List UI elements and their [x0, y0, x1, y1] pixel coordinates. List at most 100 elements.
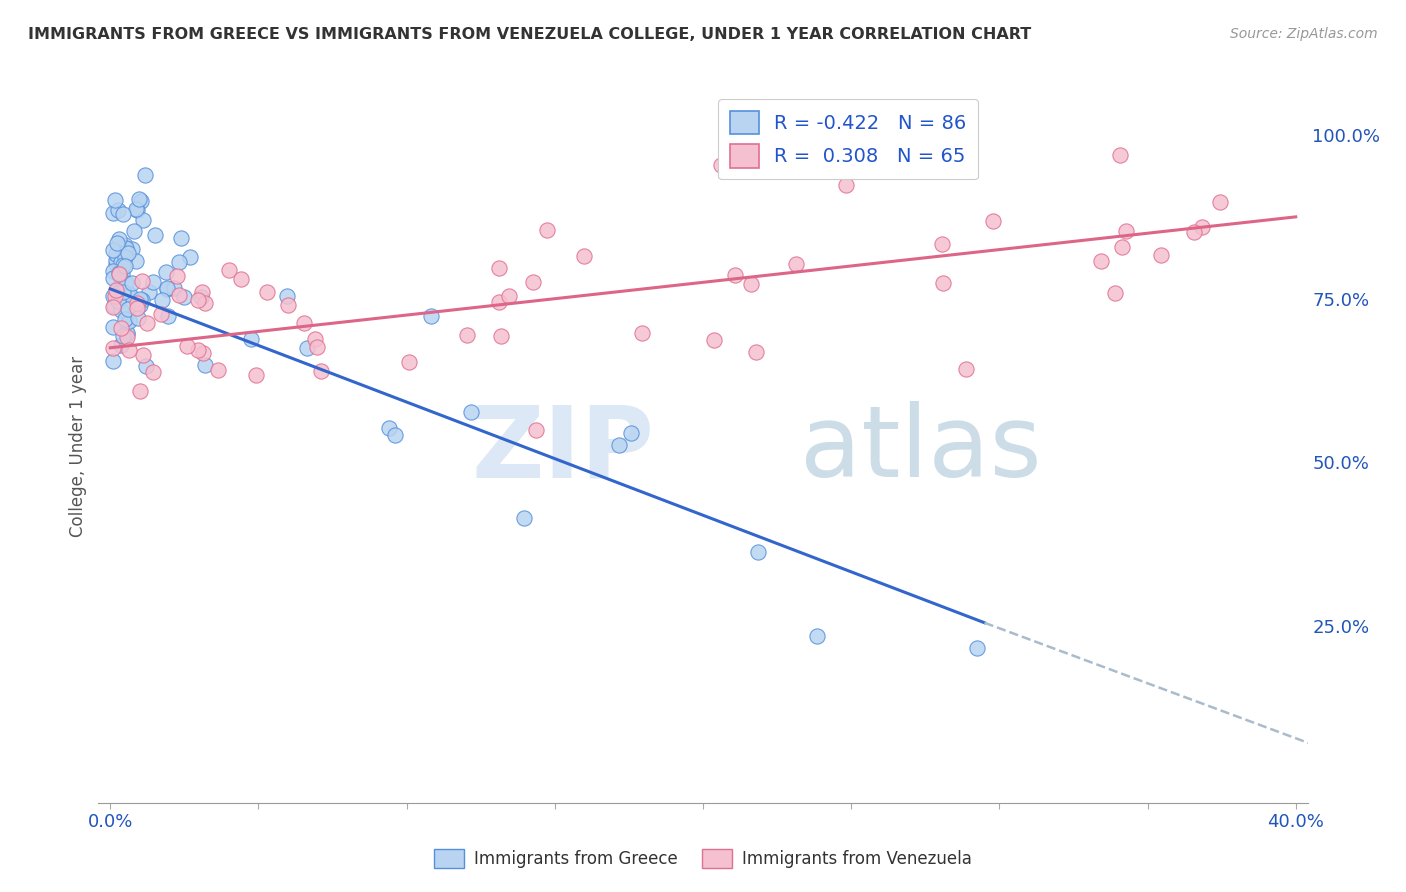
Point — [136, 317, 159, 331]
Point — [1111, 240, 1133, 254]
Point — [131, 293, 153, 307]
Point — [117, 313, 139, 327]
Point — [135, 359, 157, 374]
Point — [105, 283, 128, 297]
Point — [513, 511, 536, 525]
Point — [1209, 194, 1232, 209]
Point — [121, 276, 143, 290]
Point — [117, 301, 139, 316]
Point — [156, 281, 179, 295]
Point — [110, 302, 132, 317]
Point — [117, 246, 139, 260]
Point — [108, 232, 131, 246]
Point — [111, 267, 134, 281]
Point — [745, 344, 768, 359]
Point — [122, 224, 145, 238]
Point — [710, 158, 733, 172]
Point — [378, 420, 401, 434]
Point — [104, 194, 127, 208]
Point — [129, 194, 152, 209]
Point — [103, 300, 125, 314]
Point — [132, 348, 155, 362]
Point — [740, 277, 762, 291]
Point — [456, 327, 478, 342]
Point — [309, 364, 332, 378]
Point — [115, 330, 138, 344]
Point — [127, 310, 149, 325]
Point — [620, 426, 643, 441]
Point — [277, 297, 299, 311]
Point — [138, 285, 160, 299]
Point — [630, 326, 652, 340]
Point — [111, 328, 134, 343]
Point — [111, 207, 134, 221]
Point — [103, 271, 125, 285]
Point — [207, 363, 229, 377]
Point — [103, 243, 125, 257]
Point — [114, 276, 136, 290]
Point — [460, 405, 482, 419]
Point — [105, 252, 128, 267]
Point — [170, 231, 193, 245]
Point — [166, 268, 188, 283]
Point — [142, 365, 165, 379]
Point — [110, 255, 132, 269]
Point — [108, 266, 131, 280]
Point — [398, 355, 420, 369]
Point — [112, 285, 135, 300]
Point — [107, 285, 129, 300]
Point — [114, 311, 136, 326]
Point — [127, 203, 149, 218]
Point — [194, 359, 217, 373]
Point — [114, 250, 136, 264]
Point — [488, 295, 510, 310]
Point — [292, 316, 315, 330]
Point — [931, 237, 953, 252]
Point — [1182, 225, 1205, 239]
Point — [1109, 147, 1132, 161]
Point — [785, 257, 807, 271]
Point — [932, 276, 955, 290]
Point — [187, 293, 209, 307]
Point — [1191, 219, 1213, 234]
Point — [150, 293, 173, 307]
Text: IMMIGRANTS FROM GREECE VS IMMIGRANTS FROM VENEZUELA COLLEGE, UNDER 1 YEAR CORREL: IMMIGRANTS FROM GREECE VS IMMIGRANTS FRO… — [28, 27, 1032, 42]
Point — [384, 428, 406, 442]
Point — [536, 223, 558, 237]
Point — [1090, 254, 1112, 268]
Point — [125, 296, 148, 310]
Point — [190, 290, 212, 304]
Point — [107, 293, 129, 308]
Y-axis label: College, Under 1 year: College, Under 1 year — [69, 355, 87, 537]
Point — [1150, 248, 1173, 262]
Legend: R = -0.422   N = 86, R =  0.308   N = 65: R = -0.422 N = 86, R = 0.308 N = 65 — [718, 99, 979, 179]
Point — [128, 292, 150, 306]
Point — [103, 206, 125, 220]
Legend: Immigrants from Greece, Immigrants from Venezuela: Immigrants from Greece, Immigrants from … — [427, 842, 979, 875]
Text: atlas: atlas — [800, 401, 1042, 498]
Point — [955, 362, 977, 376]
Point — [420, 309, 443, 323]
Point — [295, 342, 318, 356]
Point — [104, 257, 127, 271]
Point — [121, 242, 143, 256]
Point — [835, 178, 858, 193]
Point — [114, 238, 136, 252]
Point — [724, 268, 747, 282]
Point — [105, 236, 128, 251]
Point — [120, 287, 142, 301]
Point — [112, 258, 135, 272]
Point — [103, 263, 125, 277]
Point — [103, 299, 125, 313]
Point — [167, 255, 190, 269]
Point — [256, 285, 278, 300]
Point — [194, 295, 217, 310]
Point — [149, 307, 172, 321]
Point — [163, 281, 186, 295]
Point — [173, 290, 195, 304]
Point — [117, 285, 139, 300]
Point — [110, 338, 132, 352]
Point — [129, 384, 152, 399]
Text: ZIP: ZIP — [472, 401, 655, 498]
Point — [522, 275, 544, 289]
